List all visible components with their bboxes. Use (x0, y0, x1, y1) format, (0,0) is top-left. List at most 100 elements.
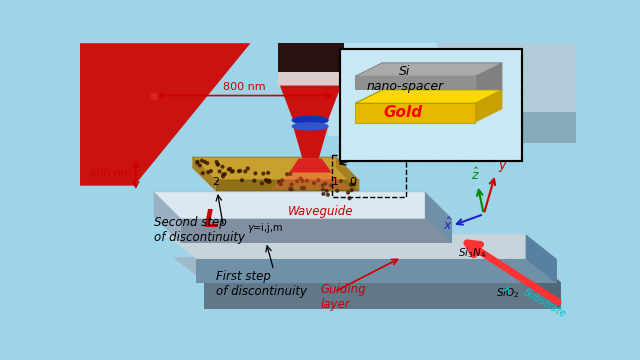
Polygon shape (283, 172, 340, 182)
Polygon shape (80, 43, 576, 320)
Polygon shape (529, 257, 561, 309)
Circle shape (196, 160, 199, 163)
Circle shape (268, 180, 271, 183)
Polygon shape (476, 90, 502, 122)
Circle shape (317, 179, 320, 181)
Circle shape (321, 184, 324, 186)
Polygon shape (165, 234, 557, 259)
Circle shape (324, 182, 327, 185)
Text: 0: 0 (349, 177, 356, 187)
Polygon shape (278, 72, 344, 86)
Circle shape (278, 180, 281, 183)
Circle shape (262, 172, 265, 175)
Polygon shape (270, 172, 351, 189)
Circle shape (350, 183, 353, 186)
Polygon shape (193, 157, 216, 191)
Polygon shape (204, 282, 561, 309)
Polygon shape (180, 219, 452, 243)
Polygon shape (193, 157, 359, 180)
Text: $\hat{z}$: $\hat{z}$ (470, 167, 479, 183)
Circle shape (305, 179, 308, 182)
Text: Gold: Gold (383, 105, 423, 120)
Circle shape (268, 179, 271, 182)
Circle shape (246, 167, 249, 170)
Circle shape (326, 193, 329, 196)
Circle shape (303, 186, 305, 189)
Circle shape (348, 197, 351, 200)
Text: $\gamma$=i,j,m: $\gamma$=i,j,m (246, 221, 283, 235)
Text: Second step
of discontinuity: Second step of discontinuity (154, 216, 244, 244)
Circle shape (204, 160, 206, 163)
Circle shape (322, 193, 325, 195)
Circle shape (321, 188, 324, 191)
Circle shape (227, 168, 230, 171)
Circle shape (265, 179, 268, 181)
Circle shape (222, 173, 225, 176)
Circle shape (228, 167, 232, 170)
Circle shape (239, 170, 241, 172)
Polygon shape (355, 76, 476, 90)
Circle shape (267, 171, 269, 174)
Circle shape (278, 181, 281, 184)
Circle shape (301, 179, 304, 182)
Circle shape (281, 179, 284, 182)
Circle shape (280, 183, 282, 185)
Circle shape (353, 183, 355, 186)
Polygon shape (436, 43, 576, 112)
Circle shape (198, 164, 202, 167)
Circle shape (200, 159, 204, 162)
Circle shape (291, 188, 293, 190)
Polygon shape (328, 43, 576, 136)
Polygon shape (173, 257, 561, 282)
Text: L: L (204, 208, 220, 232)
Text: 400 nm: 400 nm (90, 169, 132, 179)
Circle shape (206, 162, 209, 165)
Text: Si$_3$N$_4$: Si$_3$N$_4$ (458, 246, 487, 260)
Circle shape (350, 189, 353, 192)
Circle shape (260, 182, 263, 185)
Circle shape (202, 172, 204, 175)
Polygon shape (216, 180, 359, 191)
Polygon shape (340, 49, 522, 161)
Circle shape (313, 182, 316, 184)
Circle shape (253, 179, 256, 182)
Circle shape (230, 170, 233, 173)
Polygon shape (476, 63, 502, 90)
Circle shape (296, 180, 298, 183)
Polygon shape (278, 43, 344, 72)
Circle shape (216, 163, 219, 166)
Circle shape (289, 172, 292, 175)
Polygon shape (336, 157, 359, 191)
Circle shape (347, 191, 349, 194)
Polygon shape (154, 192, 452, 219)
Text: Si
nano-spacer: Si nano-spacer (366, 65, 444, 93)
Polygon shape (425, 192, 452, 243)
Circle shape (330, 184, 332, 187)
Text: SiO$_2$: SiO$_2$ (496, 287, 520, 300)
Circle shape (215, 161, 218, 163)
Text: Guiding
layer: Guiding layer (320, 283, 366, 311)
Polygon shape (355, 90, 502, 103)
Polygon shape (293, 126, 328, 159)
Circle shape (339, 180, 342, 183)
Circle shape (336, 189, 339, 192)
Circle shape (221, 165, 224, 168)
Text: Camera: Camera (348, 52, 401, 65)
Text: First step
of discontinuity: First step of discontinuity (216, 270, 307, 298)
Circle shape (216, 163, 220, 166)
Text: $\hat{y}$: $\hat{y}$ (499, 156, 508, 175)
Circle shape (223, 172, 227, 175)
Circle shape (325, 189, 328, 192)
Polygon shape (280, 86, 341, 120)
Text: 2: 2 (212, 177, 219, 187)
Text: 800 nm: 800 nm (223, 82, 266, 92)
Circle shape (232, 170, 234, 172)
Circle shape (300, 177, 302, 180)
Circle shape (254, 172, 257, 175)
Circle shape (290, 183, 293, 186)
Ellipse shape (292, 116, 328, 124)
Polygon shape (196, 259, 557, 283)
Circle shape (264, 179, 268, 181)
Polygon shape (289, 159, 332, 172)
Text: Waveguide: Waveguide (287, 204, 353, 217)
